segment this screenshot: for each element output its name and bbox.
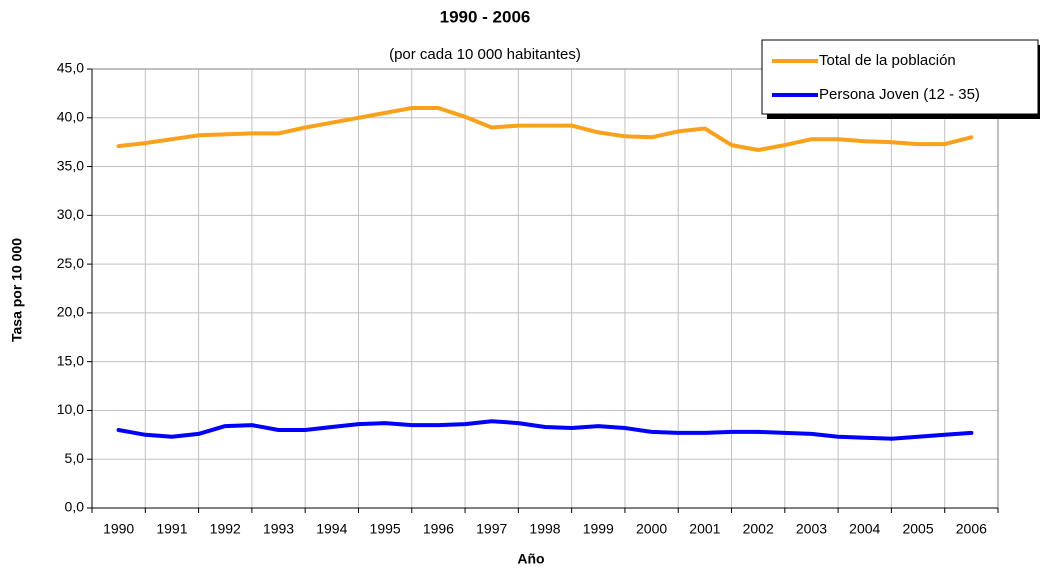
x-tick-label: 1992 bbox=[210, 521, 241, 537]
x-axis-label: Año bbox=[517, 551, 544, 567]
y-tick-label: 10,0 bbox=[57, 401, 84, 417]
x-tick-label: 1996 bbox=[423, 521, 454, 537]
y-tick-label: 5,0 bbox=[65, 450, 85, 466]
series-line bbox=[116, 106, 974, 152]
x-tick-label: 2004 bbox=[849, 521, 880, 537]
x-tick-label: 1995 bbox=[370, 521, 401, 537]
y-tick-label: 35,0 bbox=[57, 157, 84, 173]
x-tick-label: 2003 bbox=[796, 521, 827, 537]
y-tick-label: 45,0 bbox=[57, 60, 84, 76]
chart-subtitle: (por cada 10 000 habitantes) bbox=[389, 46, 581, 63]
chart-title: 1990 - 2006 bbox=[440, 7, 531, 26]
x-tick-label: 1999 bbox=[583, 521, 614, 537]
y-tick-label: 0,0 bbox=[65, 499, 85, 515]
y-tick-label: 40,0 bbox=[57, 108, 84, 124]
legend-label: Persona Joven (12 - 35) bbox=[819, 86, 980, 103]
legend bbox=[761, 39, 1039, 115]
y-tick-label: 30,0 bbox=[57, 206, 84, 222]
x-tick-label: 2001 bbox=[689, 521, 720, 537]
series-line bbox=[116, 419, 974, 441]
x-tick-label: 1998 bbox=[529, 521, 560, 537]
x-tick-label: 1990 bbox=[103, 521, 134, 537]
legend-label: Total de la población bbox=[819, 52, 956, 69]
x-tick-label: 2002 bbox=[743, 521, 774, 537]
x-tick-label: 2005 bbox=[902, 521, 933, 537]
x-tick-label: 1997 bbox=[476, 521, 507, 537]
y-tick-label: 25,0 bbox=[57, 255, 84, 271]
x-tick-label: 1994 bbox=[316, 521, 347, 537]
y-tick-label: 15,0 bbox=[57, 352, 84, 368]
y-axis-label: Tasa por 10 000 bbox=[9, 238, 25, 342]
x-tick-label: 2006 bbox=[956, 521, 987, 537]
x-tick-label: 2000 bbox=[636, 521, 667, 537]
x-tick-label: 1993 bbox=[263, 521, 294, 537]
x-tick-label: 1991 bbox=[156, 521, 187, 537]
y-tick-label: 20,0 bbox=[57, 304, 84, 320]
